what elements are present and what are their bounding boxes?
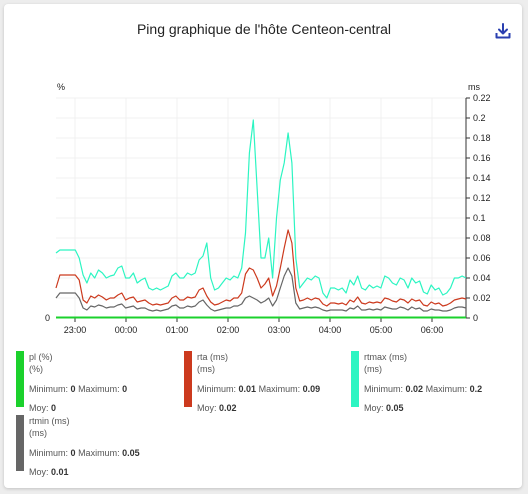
legend-max-value: 0.2 (469, 384, 483, 394)
left-axis-tick-label: 0 (45, 313, 50, 323)
legend-max-value: 0.09 (302, 384, 321, 394)
graph-title: Ping graphique de l'hôte Centeon-central (136, 21, 392, 37)
legend-avg-value: 0 (51, 403, 57, 413)
legend-color-swatch (351, 351, 359, 407)
legend-color-swatch (184, 351, 192, 407)
legend-max-value: 0.05 (122, 448, 140, 458)
right-axis-tick-label: 0.22 (473, 93, 491, 103)
x-axis-tick-label: 05:00 (370, 325, 393, 335)
legend-min-value: 0 (70, 384, 76, 394)
x-axis-tick-label: 04:00 (319, 325, 342, 335)
x-axis-tick-label: 03:00 (268, 325, 291, 335)
legend-color-swatch (16, 351, 24, 407)
right-axis-tick-label: 0.18 (473, 133, 491, 143)
legend-max-value: 0 (122, 384, 128, 394)
x-axis-tick-label: 02:00 (217, 325, 240, 335)
right-axis-tick-label: 0.14 (473, 173, 491, 183)
legend-series-unit: (ms) (364, 364, 382, 374)
legend-series-unit: (ms) (29, 428, 47, 438)
right-axis-tick-label: 0.06 (473, 253, 491, 263)
legend-series-name: rta (ms) (197, 352, 228, 362)
legend-min-label: Minimum: (364, 384, 404, 394)
series-line-rtmax (55, 119, 467, 299)
legend-series-name: rtmin (ms) (29, 416, 70, 426)
legend-avg-label: Moy: (197, 403, 217, 413)
legend-avg-label: Moy: (29, 467, 49, 477)
x-axis-tick-label: 01:00 (166, 325, 189, 335)
series-line-rtmin (55, 267, 467, 312)
graph-card (4, 4, 522, 488)
legend-series-unit: (ms) (197, 364, 215, 374)
legend-max-label: Maximum: (425, 384, 468, 394)
legend-series-name: rtmax (ms) (364, 352, 407, 362)
legend-min-label: Minimum: (29, 384, 69, 394)
x-axis-tick-label: 06:00 (421, 325, 444, 335)
left-axis-unit: % (57, 82, 65, 92)
series-line-rta (55, 229, 467, 307)
right-axis-tick-label: 0.16 (473, 153, 491, 163)
legend-min-value: 0.02 (405, 384, 424, 394)
legend-max-label: Maximum: (78, 384, 120, 394)
legend-min-label: Minimum: (29, 448, 69, 458)
legend-avg-label: Moy: (29, 403, 49, 413)
legend-series-unit: (%) (29, 364, 43, 374)
legend-avg-label: Moy: (364, 403, 384, 413)
legend-avg-value: 0.01 (51, 467, 69, 477)
right-axis-unit: ms (468, 82, 480, 92)
right-axis-tick-label: 0.02 (473, 293, 491, 303)
legend-max-label: Maximum: (78, 448, 120, 458)
legend-min-label: Minimum: (197, 384, 237, 394)
legend-series-name: pl (%) (29, 352, 53, 362)
legend-min-value: 0 (70, 448, 76, 458)
right-axis-tick-label: 0.12 (473, 193, 491, 203)
right-axis-tick-label: 0 (473, 313, 478, 323)
download-icon[interactable] (494, 22, 512, 40)
legend-color-swatch (16, 415, 24, 471)
x-axis-tick-label: 23:00 (64, 325, 87, 335)
legend-max-label: Maximum: (258, 384, 301, 394)
right-axis-tick-label: 0.04 (473, 273, 491, 283)
right-axis-tick-label: 0.2 (473, 113, 486, 123)
legend-avg-value: 0.02 (219, 403, 237, 413)
legend-avg-value: 0.05 (386, 403, 404, 413)
x-axis-tick-label: 00:00 (115, 325, 138, 335)
legend-min-value: 0.01 (238, 384, 257, 394)
right-axis-tick-label: 0.1 (473, 213, 486, 223)
right-axis-tick-label: 0.08 (473, 233, 491, 243)
